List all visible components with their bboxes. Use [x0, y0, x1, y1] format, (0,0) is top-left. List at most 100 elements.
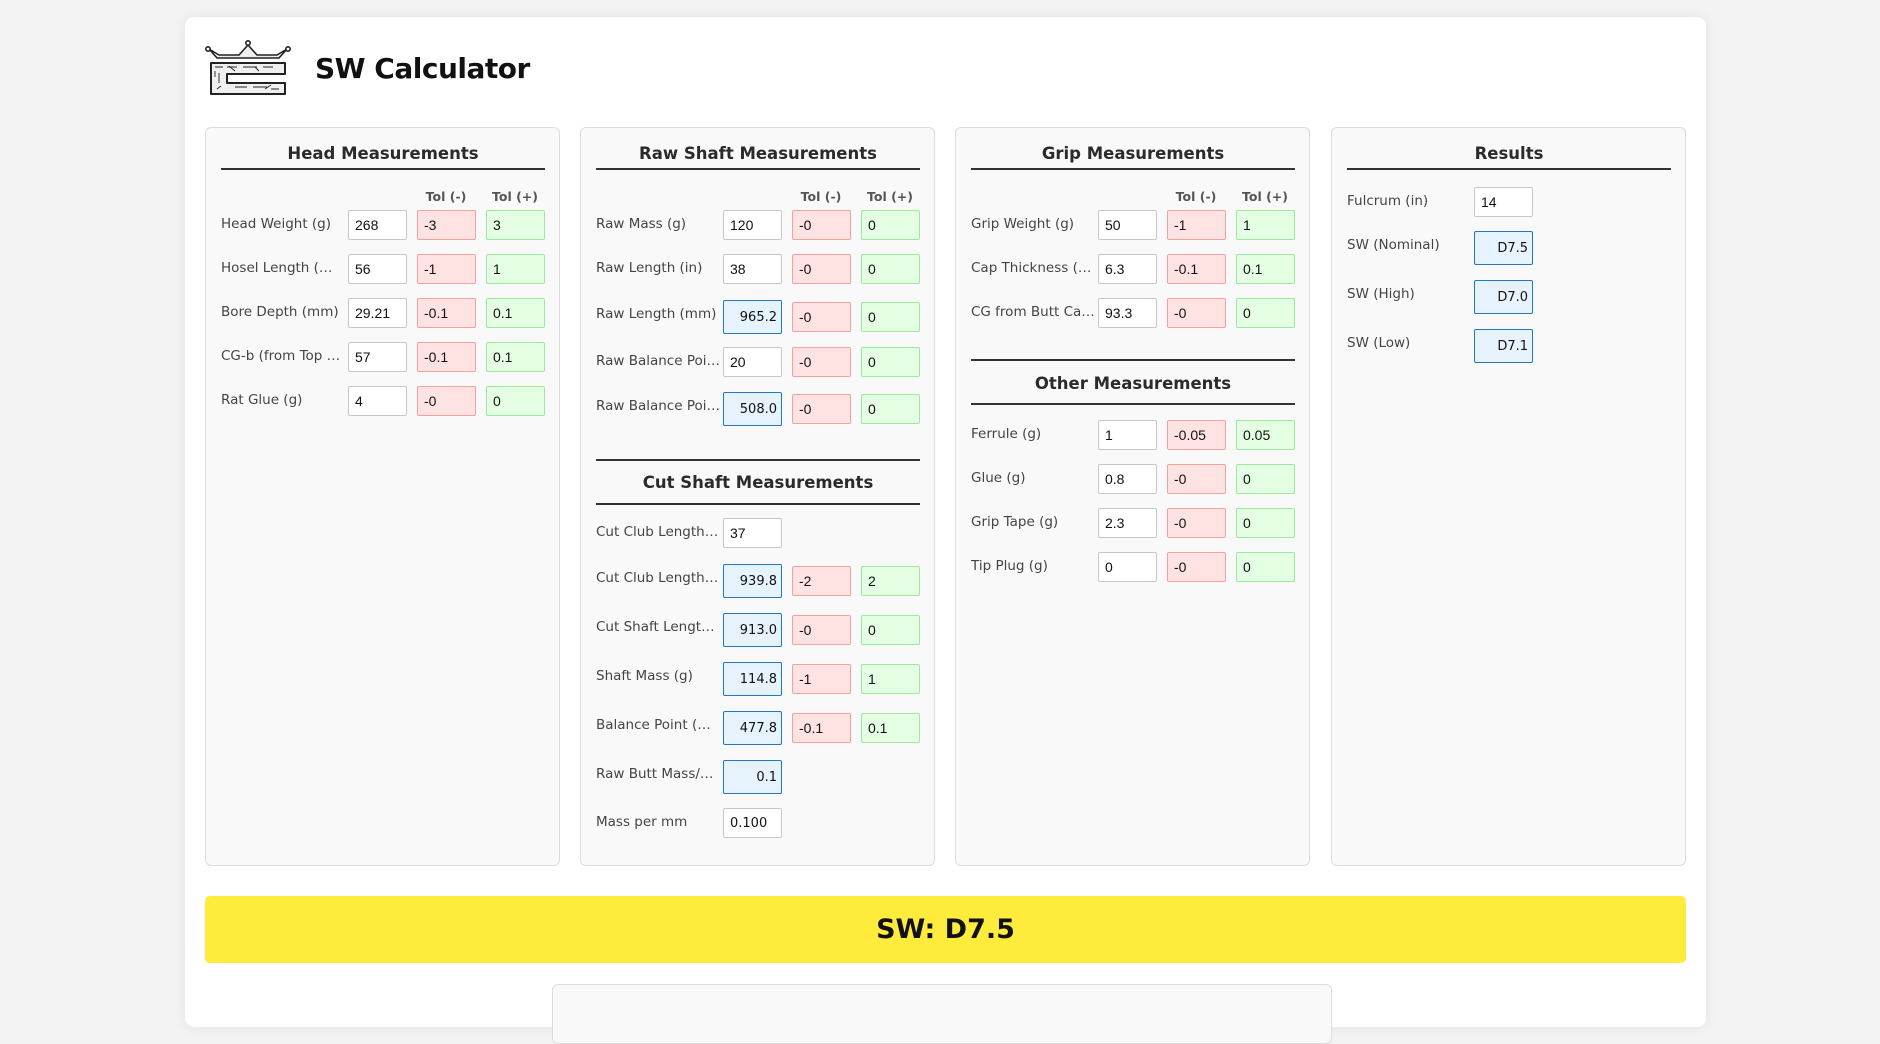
grip-tape-tol-plus-input[interactable]: [1236, 508, 1295, 538]
field-label: SW (Nominal): [1347, 237, 1440, 253]
rat-glue-tol-plus-input[interactable]: [486, 386, 545, 416]
hosel-length-tol-plus-input[interactable]: [486, 254, 545, 284]
head-weight-tol-minus-input[interactable]: [417, 210, 476, 240]
tip-plug-input[interactable]: [1098, 552, 1157, 582]
raw-balance-in-row: Raw Balance Point (in): [581, 347, 934, 377]
balance-point-output: [723, 711, 782, 745]
glue-tol-minus-input[interactable]: [1167, 464, 1226, 494]
raw-balance-in-tol-minus-input[interactable]: [792, 347, 851, 377]
tol-plus-header: Tol (+): [492, 189, 538, 204]
hosel-length-input[interactable]: [348, 254, 407, 284]
sw-nominal-output: [1474, 231, 1533, 265]
bore-depth-row: Bore Depth (mm): [206, 298, 559, 328]
cap-thickness-tol-plus-input[interactable]: [1236, 254, 1295, 284]
cut-club-length-mm-tol-minus-input[interactable]: [792, 566, 851, 596]
grip-weight-tol-minus-input[interactable]: [1167, 210, 1226, 240]
cg-b-tol-plus-input[interactable]: [486, 342, 545, 372]
glue-tol-plus-input[interactable]: [1236, 464, 1295, 494]
raw-length-in-input[interactable]: [723, 254, 782, 284]
fulcrum-row: Fulcrum (in): [1332, 187, 1685, 217]
raw-mass-tol-plus-input[interactable]: [861, 210, 920, 240]
cg-butt-cap-tol-minus-input[interactable]: [1167, 298, 1226, 328]
rat-glue-tol-minus-input[interactable]: [417, 386, 476, 416]
field-label: Mass per mm: [596, 814, 688, 830]
mass-per-mm-row: Mass per mm: [581, 808, 934, 838]
crown-c-circuit-logo-icon: [205, 39, 291, 95]
mass-per-mm-input[interactable]: [723, 808, 782, 838]
raw-balance-mm-tol-plus-input[interactable]: [861, 394, 920, 424]
cap-thickness-tol-minus-input[interactable]: [1167, 254, 1226, 284]
grip-weight-tol-plus-input[interactable]: [1236, 210, 1295, 240]
raw-balance-mm-tol-minus-input[interactable]: [792, 394, 851, 424]
raw-length-mm-row: Raw Length (mm): [581, 300, 934, 334]
grip-weight-input[interactable]: [1098, 210, 1157, 240]
divider: [596, 168, 920, 170]
cap-thickness-input[interactable]: [1098, 254, 1157, 284]
balance-point-tol-minus-input[interactable]: [792, 713, 851, 743]
cap-thickness-row: Cap Thickness (mm): [956, 254, 1309, 284]
balance-point-row: Balance Point (mm): [581, 711, 934, 745]
field-label: Cut Club Length (mm): [596, 570, 720, 586]
bore-depth-input[interactable]: [348, 298, 407, 328]
ferrule-tol-plus-input[interactable]: [1236, 420, 1295, 450]
grip-tape-input[interactable]: [1098, 508, 1157, 538]
cut-shaft-length-tol-plus-input[interactable]: [861, 615, 920, 645]
raw-butt-mass-output: [723, 760, 782, 794]
field-label: Ferrule (g): [971, 426, 1042, 442]
swing-weight-banner: SW: D7.5: [205, 896, 1686, 963]
cut-shaft-length-row: Cut Shaft Length (mm): [581, 613, 934, 647]
head-weight-input[interactable]: [348, 210, 407, 240]
sw-high-output: [1474, 280, 1533, 314]
grip-tape-row: Grip Tape (g): [956, 508, 1309, 538]
raw-length-mm-tol-plus-input[interactable]: [861, 302, 920, 332]
cg-b-tol-minus-input[interactable]: [417, 342, 476, 372]
field-label: Glue (g): [971, 470, 1026, 486]
raw-balance-in-input[interactable]: [723, 347, 782, 377]
tol-plus-header: Tol (+): [1242, 189, 1288, 204]
tip-plug-tol-plus-input[interactable]: [1236, 552, 1295, 582]
field-label: Shaft Mass (g): [596, 668, 693, 684]
cut-club-length-in-input[interactable]: [723, 518, 782, 548]
rat-glue-input[interactable]: [348, 386, 407, 416]
ferrule-input[interactable]: [1098, 420, 1157, 450]
shaft-mass-tol-plus-input[interactable]: [861, 664, 920, 694]
ferrule-tol-minus-input[interactable]: [1167, 420, 1226, 450]
bore-depth-tol-minus-input[interactable]: [417, 298, 476, 328]
raw-balance-in-tol-plus-input[interactable]: [861, 347, 920, 377]
field-label: Cap Thickness (mm): [971, 260, 1095, 276]
raw-mass-input[interactable]: [723, 210, 782, 240]
field-label: Tip Plug (g): [971, 558, 1048, 574]
cut-shaft-length-output: [723, 613, 782, 647]
field-label: Raw Mass (g): [596, 216, 687, 232]
balance-point-tol-plus-input[interactable]: [861, 713, 920, 743]
tol-minus-header: Tol (-): [425, 189, 467, 204]
raw-length-mm-tol-minus-input[interactable]: [792, 302, 851, 332]
tip-plug-tol-minus-input[interactable]: [1167, 552, 1226, 582]
field-label: Balance Point (mm): [596, 717, 720, 733]
cg-butt-cap-input[interactable]: [1098, 298, 1157, 328]
bore-depth-tol-plus-input[interactable]: [486, 298, 545, 328]
cg-b-input[interactable]: [348, 342, 407, 372]
raw-length-in-tol-minus-input[interactable]: [792, 254, 851, 284]
field-label: Raw Length (mm): [596, 306, 717, 322]
grip-measurements-panel: Grip Measurements Tol (-) Tol (+) Grip W…: [955, 127, 1310, 866]
cut-club-length-mm-tol-plus-input[interactable]: [861, 566, 920, 596]
shaft-mass-tol-minus-input[interactable]: [792, 664, 851, 694]
grip-tape-tol-minus-input[interactable]: [1167, 508, 1226, 538]
hosel-length-tol-minus-input[interactable]: [417, 254, 476, 284]
field-label: CG-b (from Top of Hosel): [221, 348, 345, 364]
raw-shaft-title: Raw Shaft Measurements: [639, 144, 877, 163]
fulcrum-input[interactable]: [1474, 187, 1533, 217]
cut-shaft-length-tol-minus-input[interactable]: [792, 615, 851, 645]
cut-club-length-mm-output: [723, 564, 782, 598]
field-label: Bore Depth (mm): [221, 304, 339, 320]
head-weight-tol-plus-input[interactable]: [486, 210, 545, 240]
field-label: CG from Butt Cap (mm): [971, 304, 1095, 320]
hosel-length-row: Hosel Length (mm): [206, 254, 559, 284]
raw-mass-tol-minus-input[interactable]: [792, 210, 851, 240]
raw-length-in-tol-plus-input[interactable]: [861, 254, 920, 284]
glue-row: Glue (g): [956, 464, 1309, 494]
glue-input[interactable]: [1098, 464, 1157, 494]
cg-butt-cap-tol-plus-input[interactable]: [1236, 298, 1295, 328]
field-label: Raw Balance Point (mm): [596, 398, 720, 414]
